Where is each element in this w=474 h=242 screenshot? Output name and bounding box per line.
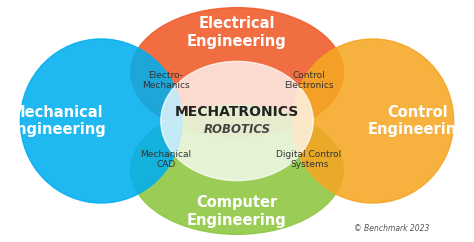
Text: Control
Engineering: Control Engineering xyxy=(367,105,467,137)
Ellipse shape xyxy=(20,39,182,203)
Ellipse shape xyxy=(131,105,343,234)
Text: Computer
Engineering: Computer Engineering xyxy=(187,195,287,228)
Text: Electro-
Mechanics: Electro- Mechanics xyxy=(142,70,190,90)
Text: Mechanical
CAD: Mechanical CAD xyxy=(140,150,191,169)
Text: © Benchmark 2023: © Benchmark 2023 xyxy=(354,224,429,233)
Text: MECHATRONICS: MECHATRONICS xyxy=(175,105,299,119)
Ellipse shape xyxy=(131,8,343,137)
Text: Mechanical
Engineering: Mechanical Engineering xyxy=(7,105,107,137)
Text: Digital Control
Systems: Digital Control Systems xyxy=(276,150,342,169)
Text: Control
Electronics: Control Electronics xyxy=(284,70,334,90)
Text: Electrical
Engineering: Electrical Engineering xyxy=(187,16,287,49)
Ellipse shape xyxy=(161,61,313,181)
Text: ROBOTICS: ROBOTICS xyxy=(203,123,271,136)
Ellipse shape xyxy=(292,39,454,203)
